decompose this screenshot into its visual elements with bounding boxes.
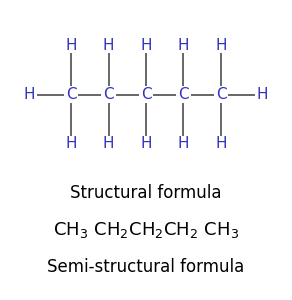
Text: C: C: [103, 87, 114, 102]
Text: H: H: [215, 136, 227, 151]
Text: H: H: [103, 38, 114, 53]
Text: $\mathsf{CH_3\ CH_2CH_2CH_2\ CH_3}$: $\mathsf{CH_3\ CH_2CH_2CH_2\ CH_3}$: [53, 220, 239, 240]
Text: H: H: [215, 38, 227, 53]
Text: H: H: [65, 136, 77, 151]
Text: H: H: [103, 136, 114, 151]
Text: H: H: [257, 87, 268, 102]
Text: H: H: [140, 38, 152, 53]
Text: C: C: [178, 87, 189, 102]
Text: H: H: [178, 136, 189, 151]
Text: C: C: [216, 87, 226, 102]
Text: C: C: [141, 87, 151, 102]
Text: C: C: [66, 87, 76, 102]
Text: H: H: [178, 38, 189, 53]
Text: Semi-structural formula: Semi-structural formula: [47, 258, 245, 276]
Text: H: H: [24, 87, 35, 102]
Text: H: H: [65, 38, 77, 53]
Text: Structural formula: Structural formula: [70, 184, 222, 202]
Text: H: H: [140, 136, 152, 151]
